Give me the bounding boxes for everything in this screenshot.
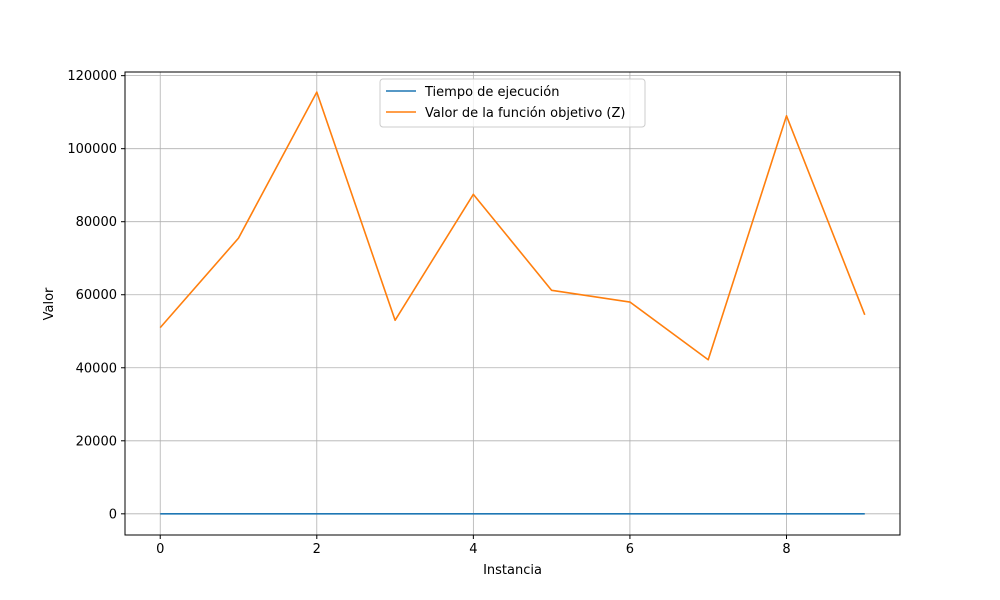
y-axis-label: Valor [42, 287, 57, 320]
x-tick-label: 6 [626, 542, 634, 557]
y-tick-label: 60000 [76, 288, 117, 303]
y-tick-label: 0 [109, 507, 117, 522]
y-tick-label: 20000 [76, 434, 117, 449]
x-tick-label: 4 [469, 542, 477, 557]
x-axis-label: Instancia [483, 563, 542, 578]
axis-ticks: 0 2 4 6 8 0 20000 40000 60000 80000 100000 120000 [67, 69, 790, 557]
y-tick-label: 80000 [76, 215, 117, 230]
x-tick-label: 2 [313, 542, 321, 557]
grid [125, 72, 900, 535]
x-tick-label: 8 [782, 542, 790, 557]
y-tick-label: 40000 [76, 361, 117, 376]
legend: Tiempo de ejecución Valor de la función … [379, 78, 646, 128]
y-tick-label: 120000 [67, 69, 117, 84]
series-lines [159, 91, 866, 515]
y-tick-label: 100000 [67, 142, 117, 157]
plot-frame [124, 71, 901, 536]
legend-label-valor-z: Valor de la función objetivo (Z) [425, 106, 625, 121]
legend-frame [379, 78, 646, 128]
series-line-1 [159, 91, 866, 361]
legend-label-tiempo: Tiempo de ejecución [424, 85, 559, 100]
x-tick-label: 0 [156, 542, 164, 557]
